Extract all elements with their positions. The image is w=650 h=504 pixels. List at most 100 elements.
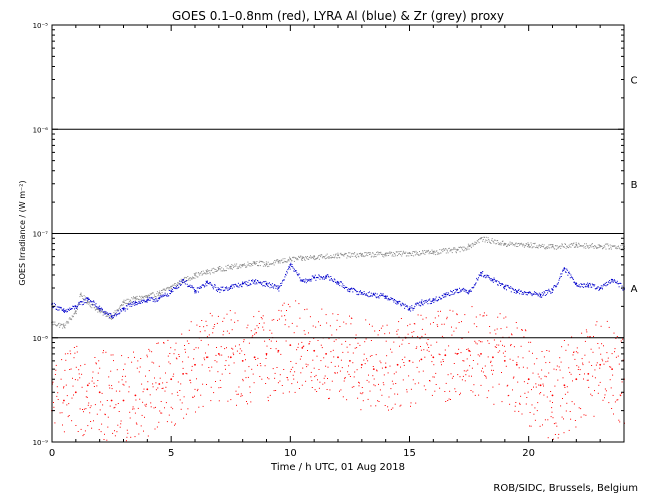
series-2-trace-dot: [129, 411, 131, 413]
series-0-trace-dot: [445, 252, 447, 254]
series-2-trace-dot: [615, 356, 617, 358]
series-1-trace-dot: [366, 294, 368, 296]
series-2-trace-dot: [441, 364, 442, 366]
series-1-trace-dot: [507, 284, 509, 286]
series-0-trace-dot: [69, 317, 71, 319]
series-2-trace-dot: [281, 315, 283, 317]
series-1-trace-dot: [566, 268, 568, 270]
series-0-trace-dot: [212, 272, 214, 274]
series-1-trace-dot: [161, 296, 162, 298]
series-2-trace-dot: [595, 364, 597, 366]
series-1-trace-dot: [482, 275, 484, 277]
series-2-trace-dot: [73, 357, 75, 359]
series-0-trace-dot: [339, 253, 341, 255]
series-0-trace-dot: [526, 243, 528, 245]
series-2-trace-dot: [87, 404, 89, 406]
series-2-trace-dot: [303, 345, 305, 347]
series-1-trace-dot: [71, 308, 73, 310]
series-1-point: [587, 284, 590, 286]
series-2-trace-dot: [509, 358, 511, 360]
series-1-trace-dot: [352, 287, 354, 289]
series-0-trace-dot: [207, 273, 209, 274]
series-0-trace-dot: [287, 259, 289, 261]
series-1-trace-dot: [258, 281, 260, 283]
series-1-trace-dot: [117, 310, 119, 312]
series-2-trace-dot: [531, 404, 533, 406]
series-1-trace-dot: [576, 285, 578, 287]
series-1-trace-dot: [63, 308, 65, 310]
series-0-trace-dot: [299, 257, 301, 259]
series-2-trace-dot: [254, 333, 256, 335]
series-2-trace-dot: [67, 353, 69, 355]
series-2-trace-dot: [99, 409, 101, 411]
series-2-trace-dot: [433, 376, 435, 378]
series-2-trace-dot: [620, 395, 622, 397]
series-0-trace-dot: [118, 309, 120, 311]
series-0-trace-dot: [551, 244, 553, 245]
series-2-trace-dot: [294, 371, 296, 373]
series-2-trace-dot: [376, 369, 378, 371]
series-0-trace-dot: [296, 259, 298, 261]
series-0-trace-dot: [406, 255, 408, 257]
series-2-trace-dot: [390, 348, 391, 350]
series-0-trace-dot: [83, 295, 85, 297]
series-2-trace-dot: [145, 405, 147, 407]
series-0-trace-dot: [68, 318, 70, 320]
series-1-trace-dot: [125, 305, 127, 307]
series-2-trace-dot: [349, 376, 351, 377]
series-1-trace-dot: [473, 286, 475, 288]
series-2-trace-dot: [474, 340, 476, 342]
series-2-point: [74, 391, 77, 394]
series-2-trace-dot: [513, 376, 515, 378]
series-0-trace-dot: [217, 270, 218, 272]
series-2-trace-dot: [130, 436, 132, 438]
series-1-trace-dot: [83, 303, 84, 305]
series-1-trace-dot: [318, 275, 320, 277]
series-0-trace-dot: [125, 299, 127, 301]
series-1-trace-dot: [534, 291, 535, 293]
series-1-trace-dot: [389, 299, 391, 301]
series-0-trace-dot: [503, 243, 505, 245]
series-2-trace-dot: [601, 343, 603, 345]
series-1-trace-dot: [199, 286, 201, 288]
series-1-trace-dot: [271, 283, 273, 285]
series-2-trace-dot: [100, 401, 102, 403]
series-2-trace-dot: [395, 371, 397, 373]
series-1-trace-dot: [594, 284, 596, 286]
series-0-trace-dot: [560, 245, 562, 247]
series-2-trace-dot: [106, 400, 108, 401]
series-2-trace-dot: [277, 382, 279, 384]
series-0-trace-dot: [366, 254, 367, 256]
series-2-trace-dot: [372, 375, 374, 377]
series-0-trace-dot: [481, 237, 483, 238]
series-2-trace-dot: [526, 397, 528, 398]
series-0-trace-dot: [196, 276, 198, 278]
series-1-trace-dot: [387, 299, 389, 301]
series-2-trace-dot: [395, 383, 397, 384]
series-2-trace-dot: [606, 352, 608, 354]
series-2-trace-dot: [578, 407, 580, 409]
series-0-trace-dot: [408, 255, 410, 257]
series-1-trace-dot: [233, 286, 235, 288]
series-2-trace-dot: [526, 367, 528, 369]
series-0-trace-dot: [245, 266, 247, 268]
series-0-trace-dot: [83, 298, 84, 300]
series-2-trace-dot: [104, 414, 106, 416]
series-2-trace-dot: [216, 322, 218, 324]
series-2-trace-dot: [258, 323, 260, 324]
series-2-trace-dot: [524, 392, 526, 394]
series-1-trace-dot: [296, 272, 298, 274]
series-0-trace-dot: [482, 239, 484, 240]
series-1-trace-dot: [483, 276, 485, 278]
series-1-trace-dot: [338, 282, 340, 284]
series-1-trace-dot: [317, 277, 319, 279]
series-1-trace-dot: [405, 305, 407, 307]
series-1-trace-dot: [347, 290, 349, 292]
series-2-trace-dot: [148, 370, 150, 372]
series-0-trace-dot: [378, 254, 380, 256]
series-1-trace-dot: [261, 283, 263, 285]
series-1-trace-dot: [146, 300, 148, 302]
series-1-trace-dot: [431, 302, 432, 304]
series-0-trace-dot: [540, 246, 541, 248]
series-1-trace-dot: [168, 295, 170, 297]
